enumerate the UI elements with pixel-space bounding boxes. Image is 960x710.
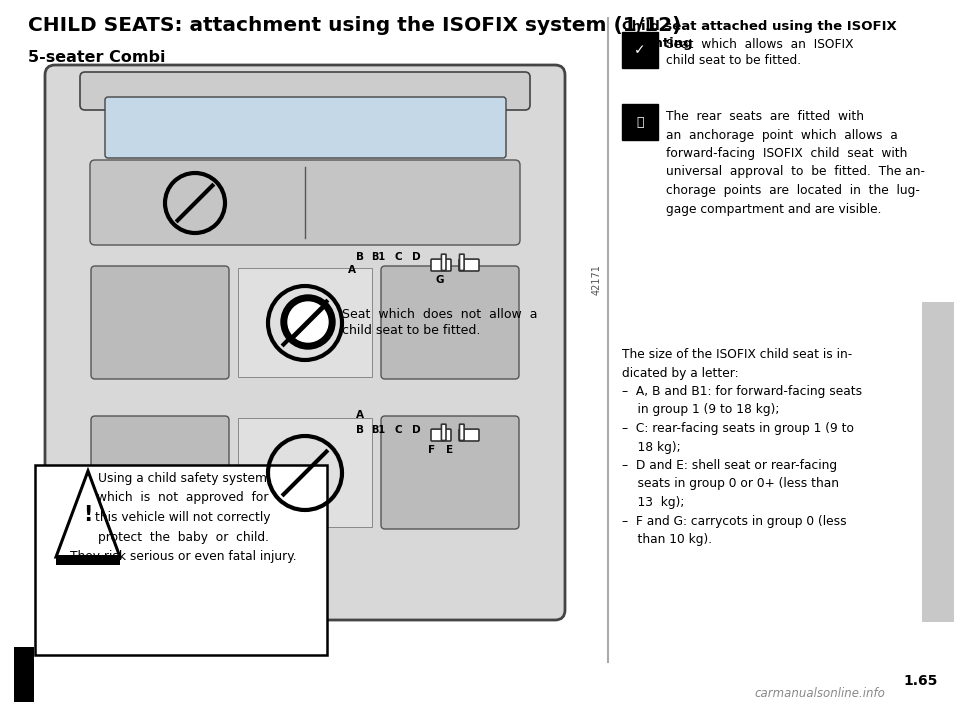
Text: F: F <box>428 445 436 455</box>
FancyBboxPatch shape <box>460 424 464 440</box>
Text: The size of the ISOFIX child seat is in-
dicated by a letter:
–  A, B and B1: fo: The size of the ISOFIX child seat is in-… <box>622 348 862 546</box>
FancyBboxPatch shape <box>35 465 327 655</box>
FancyBboxPatch shape <box>442 254 446 271</box>
FancyBboxPatch shape <box>459 429 479 441</box>
Text: B: B <box>356 425 364 435</box>
FancyBboxPatch shape <box>922 302 954 622</box>
Text: D: D <box>412 425 420 435</box>
FancyBboxPatch shape <box>56 555 120 565</box>
Text: CHILD SEATS: attachment using the ISOFIX system (1/12): CHILD SEATS: attachment using the ISOFIX… <box>28 16 682 35</box>
Text: child seat to be fitted.: child seat to be fitted. <box>342 324 480 337</box>
Text: carmanualsonline.info: carmanualsonline.info <box>755 687 885 700</box>
Text: ✓: ✓ <box>635 43 646 57</box>
Text: B1: B1 <box>371 252 385 262</box>
FancyBboxPatch shape <box>91 266 229 379</box>
Text: A: A <box>356 410 364 420</box>
FancyBboxPatch shape <box>105 97 506 158</box>
FancyBboxPatch shape <box>622 32 658 68</box>
Text: C: C <box>395 252 402 262</box>
Text: Seat  which  does  not  allow  a: Seat which does not allow a <box>342 308 538 321</box>
FancyBboxPatch shape <box>238 418 372 527</box>
Text: Seat  which  allows  an  ISOFIX: Seat which allows an ISOFIX <box>666 38 853 51</box>
Text: The  rear  seats  are  fitted  with
an  anchorage  point  which  allows  a
forwa: The rear seats are fitted with an anchor… <box>666 110 925 216</box>
Text: Using a child safety system
which  is  not  approved  for
this vehicle will not : Using a child safety system which is not… <box>70 472 297 563</box>
FancyBboxPatch shape <box>381 266 519 379</box>
Text: 42171: 42171 <box>592 265 602 295</box>
Text: 5-seater Combi: 5-seater Combi <box>28 50 165 65</box>
FancyBboxPatch shape <box>45 65 565 620</box>
FancyBboxPatch shape <box>90 160 520 245</box>
FancyBboxPatch shape <box>14 647 34 702</box>
Text: B: B <box>356 252 364 262</box>
FancyBboxPatch shape <box>238 268 372 377</box>
Circle shape <box>288 302 328 342</box>
FancyBboxPatch shape <box>442 424 446 440</box>
FancyBboxPatch shape <box>381 416 519 529</box>
FancyBboxPatch shape <box>460 254 464 271</box>
FancyBboxPatch shape <box>80 72 530 110</box>
Text: D: D <box>412 252 420 262</box>
Text: E: E <box>446 445 453 455</box>
Text: Child seat attached using the ISOFIX: Child seat attached using the ISOFIX <box>622 20 897 33</box>
Text: ⛲: ⛲ <box>636 116 644 129</box>
Text: G: G <box>436 275 444 285</box>
Text: !: ! <box>84 505 93 525</box>
Text: 1.65: 1.65 <box>903 674 938 688</box>
Text: C: C <box>395 425 402 435</box>
FancyBboxPatch shape <box>459 259 479 271</box>
FancyBboxPatch shape <box>622 104 658 140</box>
Text: mounting: mounting <box>622 37 694 50</box>
Text: A: A <box>348 265 356 275</box>
Text: child seat to be fitted.: child seat to be fitted. <box>666 54 802 67</box>
Circle shape <box>281 295 335 349</box>
FancyBboxPatch shape <box>431 259 451 271</box>
FancyBboxPatch shape <box>431 429 451 441</box>
Text: B1: B1 <box>371 425 385 435</box>
FancyBboxPatch shape <box>91 416 229 529</box>
